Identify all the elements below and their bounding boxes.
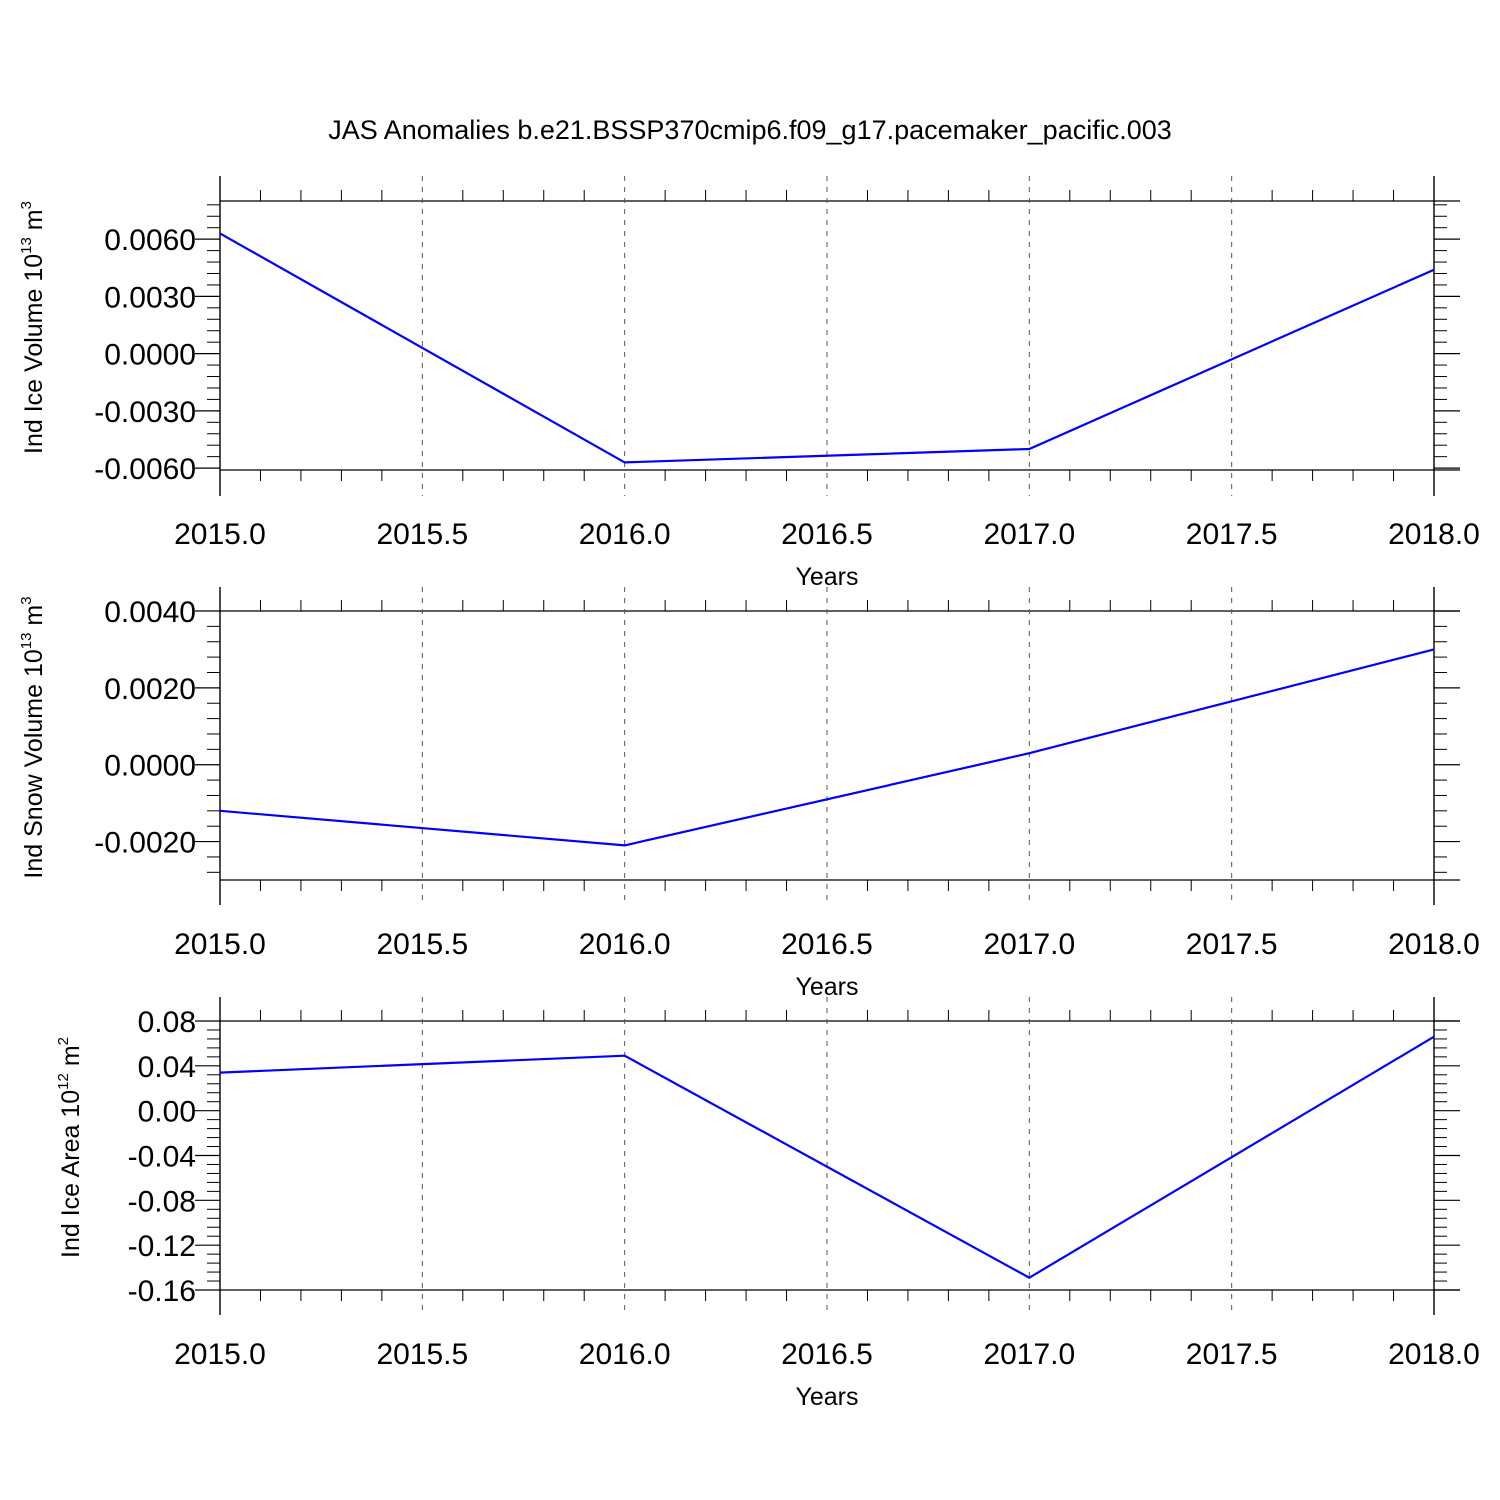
panel-2: 2015.0 2015.5 2016.0 2016.5 2017.0 2017.5 2018… [18, 587, 1480, 1001]
x-tick-label: 2017.5 [1186, 1338, 1278, 1371]
x-tick-label: 2016.0 [579, 518, 671, 551]
x-tick-label: 2016.5 [781, 518, 873, 551]
x-tick-label: 2018.0 [1388, 1338, 1480, 1371]
y-tick-label: -0.0030 [94, 396, 196, 429]
x-axis-label: Years [795, 1383, 858, 1411]
y-tick-label: 0.0060 [104, 224, 196, 257]
y-tick-label: -0.08 [128, 1185, 196, 1218]
y-axis-label-part: 2 [55, 1037, 72, 1045]
x-tick-label: 2016.0 [579, 928, 671, 961]
y-axis-label-part: 3 [18, 201, 35, 209]
x-tick-label: 2017.0 [983, 518, 1075, 551]
y-tick-label: 0.0030 [104, 281, 196, 314]
series-line [219, 648, 1435, 847]
y-axis-label-part: Ind Snow Volume 10 [20, 649, 48, 878]
y-tick-label: 0.00 [138, 1096, 196, 1129]
y-tick-label: -0.0060 [94, 453, 196, 486]
x-tick-label: 2015.5 [376, 518, 468, 551]
x-tick-label: 2015.0 [174, 928, 266, 961]
y-tick-label: -0.04 [128, 1141, 196, 1174]
y-tick-label: 0.08 [138, 1006, 196, 1039]
x-tick-label: 2018.0 [1388, 518, 1480, 551]
y-tick-label: -0.0020 [94, 827, 196, 860]
panel-1: 2015.0 2015.5 2016.0 2016.5 2017.0 2017.5 2018… [18, 176, 1480, 591]
panels: 2015.0 2015.5 2016.0 2016.5 2017.0 2017.5 2018… [18, 176, 1480, 1411]
y-axis-label-part: m [20, 605, 48, 633]
x-tick-label: 2015.5 [376, 928, 468, 961]
panel-3: 2015.0 2015.5 2016.0 2016.5 2017.0 2017.5 2018… [55, 997, 1480, 1411]
y-axis-label-part: 13 [18, 633, 35, 650]
y-tick-label: 0.0020 [104, 673, 196, 706]
y-axis-label-part: m [20, 209, 48, 237]
y-axis-label-part: m [57, 1045, 85, 1073]
x-tick-label: 2018.0 [1388, 928, 1480, 961]
y-tick-label: 0.04 [138, 1051, 196, 1084]
y-tick-label: 0.0000 [104, 339, 196, 372]
y-axis-label-part: 3 [18, 596, 35, 604]
y-axis-label: Ind Ice Volume 1013 m3 [18, 201, 48, 454]
y-axis-label: Ind Snow Volume 1013 m3 [18, 596, 48, 878]
figure-title: JAS Anomalies b.e21.BSSP370cmip6.f09_g17… [328, 115, 1172, 145]
x-tick-label: 2015.0 [174, 1338, 266, 1371]
x-tick-label: 2016.5 [781, 928, 873, 961]
x-tick-label: 2015.0 [174, 518, 266, 551]
y-tick-label: -0.16 [128, 1275, 196, 1308]
x-tick-label: 2017.5 [1186, 518, 1278, 551]
x-tick-label: 2016.0 [579, 1338, 671, 1371]
x-tick-label: 2017.5 [1186, 928, 1278, 961]
y-tick-label: -0.12 [128, 1230, 196, 1263]
y-axis-label: Ind Ice Area 1012 m2 [55, 1037, 85, 1258]
y-axis-label-part: Ind Ice Volume 10 [20, 254, 48, 454]
x-tick-label: 2017.0 [983, 1338, 1075, 1371]
series-line [219, 232, 1435, 464]
y-axis-label-part: Ind Ice Area 10 [57, 1090, 85, 1258]
x-tick-label: 2016.5 [781, 1338, 873, 1371]
series-line [219, 1035, 1435, 1279]
y-axis-label-part: 13 [18, 237, 35, 254]
x-axis-label: Years [795, 973, 858, 1001]
x-tick-label: 2017.0 [983, 928, 1075, 961]
y-axis-label-part: 12 [55, 1073, 72, 1090]
x-tick-label: 2015.5 [376, 1338, 468, 1371]
y-tick-label: 0.0000 [104, 750, 196, 783]
x-axis-label: Years [795, 563, 858, 591]
y-tick-label: 0.0040 [104, 596, 196, 629]
